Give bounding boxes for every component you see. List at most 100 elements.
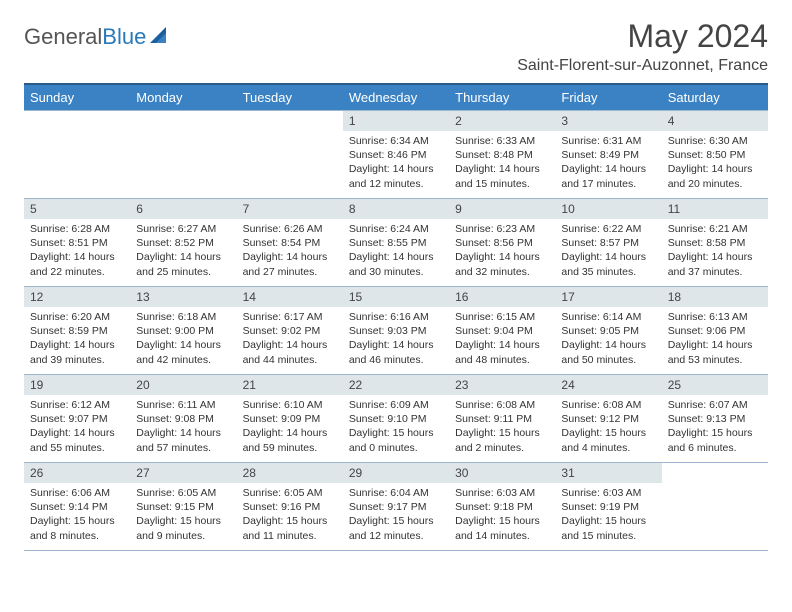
sunrise-text: Sunrise: 6:09 AM: [349, 398, 443, 412]
sunset-text: Sunset: 9:10 PM: [349, 412, 443, 426]
calendar-day-cell: 6Sunrise: 6:27 AMSunset: 8:52 PMDaylight…: [130, 199, 236, 287]
day-number: 19: [24, 375, 130, 395]
day-details: Sunrise: 6:03 AMSunset: 9:18 PMDaylight:…: [449, 483, 555, 547]
calendar-day-cell: 26Sunrise: 6:06 AMSunset: 9:14 PMDayligh…: [24, 463, 130, 551]
calendar-week-row: 26Sunrise: 6:06 AMSunset: 9:14 PMDayligh…: [24, 463, 768, 551]
day-number: 22: [343, 375, 449, 395]
sunrise-text: Sunrise: 6:05 AM: [136, 486, 230, 500]
sunrise-text: Sunrise: 6:08 AM: [455, 398, 549, 412]
day-details: Sunrise: 6:03 AMSunset: 9:19 PMDaylight:…: [555, 483, 661, 547]
sunrise-text: Sunrise: 6:27 AM: [136, 222, 230, 236]
sunrise-text: Sunrise: 6:14 AM: [561, 310, 655, 324]
sunset-text: Sunset: 8:55 PM: [349, 236, 443, 250]
calendar-table: Sunday Monday Tuesday Wednesday Thursday…: [24, 83, 768, 551]
day-details: Sunrise: 6:31 AMSunset: 8:49 PMDaylight:…: [555, 131, 661, 195]
day-number: 13: [130, 287, 236, 307]
day-details: Sunrise: 6:34 AMSunset: 8:46 PMDaylight:…: [343, 131, 449, 195]
brand-logo: GeneralBlue: [24, 24, 172, 50]
day-number: 8: [343, 199, 449, 219]
calendar-day-cell: [130, 111, 236, 199]
day-number: 2: [449, 111, 555, 131]
sunrise-text: Sunrise: 6:20 AM: [30, 310, 124, 324]
weekday-header: Thursday: [449, 84, 555, 111]
calendar-day-cell: 3Sunrise: 6:31 AMSunset: 8:49 PMDaylight…: [555, 111, 661, 199]
sunset-text: Sunset: 9:19 PM: [561, 500, 655, 514]
sunset-text: Sunset: 8:49 PM: [561, 148, 655, 162]
sunset-text: Sunset: 9:00 PM: [136, 324, 230, 338]
day-number: [130, 111, 236, 131]
day-details: Sunrise: 6:23 AMSunset: 8:56 PMDaylight:…: [449, 219, 555, 283]
day-number: 17: [555, 287, 661, 307]
daylight-text: Daylight: 15 hours and 8 minutes.: [30, 514, 124, 542]
brand-name-part1: General: [24, 24, 102, 49]
day-details: Sunrise: 6:33 AMSunset: 8:48 PMDaylight:…: [449, 131, 555, 195]
day-details: Sunrise: 6:05 AMSunset: 9:16 PMDaylight:…: [237, 483, 343, 547]
sunset-text: Sunset: 9:18 PM: [455, 500, 549, 514]
sunset-text: Sunset: 9:04 PM: [455, 324, 549, 338]
sunset-text: Sunset: 9:03 PM: [349, 324, 443, 338]
day-number: 3: [555, 111, 661, 131]
sunrise-text: Sunrise: 6:13 AM: [668, 310, 762, 324]
day-details: Sunrise: 6:18 AMSunset: 9:00 PMDaylight:…: [130, 307, 236, 371]
calendar-week-row: 1Sunrise: 6:34 AMSunset: 8:46 PMDaylight…: [24, 111, 768, 199]
calendar-day-cell: 28Sunrise: 6:05 AMSunset: 9:16 PMDayligh…: [237, 463, 343, 551]
calendar-day-cell: 5Sunrise: 6:28 AMSunset: 8:51 PMDaylight…: [24, 199, 130, 287]
calendar-day-cell: 17Sunrise: 6:14 AMSunset: 9:05 PMDayligh…: [555, 287, 661, 375]
sunset-text: Sunset: 9:17 PM: [349, 500, 443, 514]
sunrise-text: Sunrise: 6:16 AM: [349, 310, 443, 324]
calendar-day-cell: [662, 463, 768, 551]
sunset-text: Sunset: 9:02 PM: [243, 324, 337, 338]
day-details: Sunrise: 6:28 AMSunset: 8:51 PMDaylight:…: [24, 219, 130, 283]
sunrise-text: Sunrise: 6:33 AM: [455, 134, 549, 148]
sunset-text: Sunset: 9:12 PM: [561, 412, 655, 426]
calendar-day-cell: 4Sunrise: 6:30 AMSunset: 8:50 PMDaylight…: [662, 111, 768, 199]
daylight-text: Daylight: 14 hours and 42 minutes.: [136, 338, 230, 366]
header: GeneralBlue May 2024 Saint-Florent-sur-A…: [24, 18, 768, 75]
day-number: 10: [555, 199, 661, 219]
sunset-text: Sunset: 9:13 PM: [668, 412, 762, 426]
calendar-day-cell: 21Sunrise: 6:10 AMSunset: 9:09 PMDayligh…: [237, 375, 343, 463]
calendar-day-cell: 7Sunrise: 6:26 AMSunset: 8:54 PMDaylight…: [237, 199, 343, 287]
sunrise-text: Sunrise: 6:24 AM: [349, 222, 443, 236]
day-details: Sunrise: 6:15 AMSunset: 9:04 PMDaylight:…: [449, 307, 555, 371]
day-number: 9: [449, 199, 555, 219]
sunrise-text: Sunrise: 6:07 AM: [668, 398, 762, 412]
sunrise-text: Sunrise: 6:17 AM: [243, 310, 337, 324]
day-number: 4: [662, 111, 768, 131]
weekday-header: Saturday: [662, 84, 768, 111]
daylight-text: Daylight: 14 hours and 46 minutes.: [349, 338, 443, 366]
daylight-text: Daylight: 14 hours and 20 minutes.: [668, 162, 762, 190]
day-details: Sunrise: 6:21 AMSunset: 8:58 PMDaylight:…: [662, 219, 768, 283]
sunrise-text: Sunrise: 6:23 AM: [455, 222, 549, 236]
daylight-text: Daylight: 14 hours and 39 minutes.: [30, 338, 124, 366]
daylight-text: Daylight: 15 hours and 2 minutes.: [455, 426, 549, 454]
day-details: Sunrise: 6:17 AMSunset: 9:02 PMDaylight:…: [237, 307, 343, 371]
day-details: Sunrise: 6:08 AMSunset: 9:12 PMDaylight:…: [555, 395, 661, 459]
sunset-text: Sunset: 8:54 PM: [243, 236, 337, 250]
calendar-week-row: 5Sunrise: 6:28 AMSunset: 8:51 PMDaylight…: [24, 199, 768, 287]
calendar-day-cell: 16Sunrise: 6:15 AMSunset: 9:04 PMDayligh…: [449, 287, 555, 375]
calendar-day-cell: 15Sunrise: 6:16 AMSunset: 9:03 PMDayligh…: [343, 287, 449, 375]
sunrise-text: Sunrise: 6:05 AM: [243, 486, 337, 500]
daylight-text: Daylight: 14 hours and 50 minutes.: [561, 338, 655, 366]
calendar-day-cell: 22 Sunrise: 6:09 AMSunset: 9:10 PMDayligh…: [343, 375, 449, 463]
month-title: May 2024: [517, 18, 768, 55]
day-number: 29: [343, 463, 449, 483]
sunrise-text: Sunrise: 6:18 AM: [136, 310, 230, 324]
sunrise-text: Sunrise: 6:08 AM: [561, 398, 655, 412]
sunset-text: Sunset: 9:07 PM: [30, 412, 124, 426]
sunset-text: Sunset: 8:52 PM: [136, 236, 230, 250]
brand-name-part2: Blue: [102, 24, 146, 49]
calendar-day-cell: 20Sunrise: 6:11 AMSunset: 9:08 PMDayligh…: [130, 375, 236, 463]
day-details: Sunrise: 6:05 AMSunset: 9:15 PMDaylight:…: [130, 483, 236, 547]
sunrise-text: Sunrise: 6:15 AM: [455, 310, 549, 324]
day-details: Sunrise: 6:30 AMSunset: 8:50 PMDaylight:…: [662, 131, 768, 195]
sunset-text: Sunset: 9:14 PM: [30, 500, 124, 514]
daylight-text: Daylight: 14 hours and 55 minutes.: [30, 426, 124, 454]
sunrise-text: Sunrise: 6:03 AM: [561, 486, 655, 500]
sunrise-text: Sunrise: 6:11 AM: [136, 398, 230, 412]
daylight-text: Daylight: 15 hours and 0 minutes.: [349, 426, 443, 454]
sunset-text: Sunset: 9:11 PM: [455, 412, 549, 426]
daylight-text: Daylight: 14 hours and 22 minutes.: [30, 250, 124, 278]
calendar-day-cell: 18Sunrise: 6:13 AMSunset: 9:06 PMDayligh…: [662, 287, 768, 375]
